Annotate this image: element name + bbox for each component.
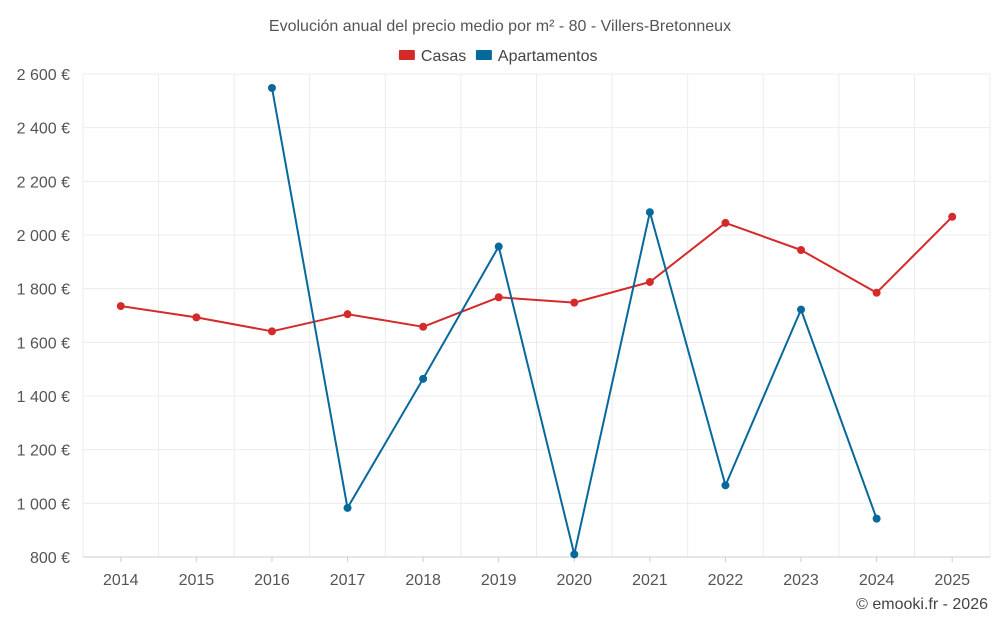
data-point-casas (192, 313, 201, 322)
data-point-apartamentos (797, 305, 806, 314)
y-tick-label: 2 200 € (17, 174, 70, 191)
x-tick-label: 2021 (632, 572, 668, 589)
data-point-apartamentos (721, 481, 730, 490)
series-line-casas (120, 216, 953, 333)
x-tick-label: 2016 (254, 572, 290, 589)
legend-label-casas: Casas (421, 48, 466, 65)
x-tick-label: 2019 (481, 572, 517, 589)
x-tick-label: 2014 (103, 572, 139, 589)
data-point-casas (721, 218, 730, 227)
x-tick-label: 2025 (934, 572, 970, 589)
data-point-casas (948, 212, 957, 221)
y-tick-label: 800 € (30, 550, 70, 567)
y-axis: 800 € 1 000 € 1 200 € 1 400 € 1 600 € 1 800 €… (17, 67, 70, 567)
data-point-apartamentos (872, 514, 881, 523)
data-point-casas (494, 293, 503, 302)
legend-swatch-apartamentos (475, 50, 492, 60)
y-tick-label: 1 200 € (17, 443, 70, 460)
y-tick-label: 1 800 € (17, 282, 70, 299)
data-point-casas (797, 246, 806, 255)
y-tick-label: 1 000 € (17, 496, 70, 513)
data-point-apartamentos (645, 208, 654, 217)
series-line-apartamentos (271, 87, 878, 556)
x-tick-label: 2017 (330, 572, 366, 589)
x-tick-label: 2018 (405, 572, 441, 589)
data-point-apartamentos (570, 550, 579, 559)
data-point-casas (570, 298, 579, 307)
data-point-casas (116, 302, 125, 311)
data-point-casas (872, 288, 881, 297)
legend: Casas Apartamentos (398, 48, 598, 65)
data-point-casas (343, 310, 352, 319)
y-tick-label: 2 600 € (17, 67, 70, 84)
x-tick-label: 2020 (556, 572, 592, 589)
x-tick-label: 2022 (708, 572, 744, 589)
series-layer (116, 83, 957, 559)
data-point-casas (645, 277, 654, 286)
y-tick-label: 2 000 € (17, 228, 70, 245)
legend-label-apartamentos: Apartamentos (498, 48, 598, 65)
x-axis: 2014 2015 2016 2017 2018 2019 2020 2021 2022 2023… (83, 556, 990, 589)
x-tick-label: 2024 (859, 572, 895, 589)
chart-title: Evolución anual del precio medio por m² … (269, 18, 731, 35)
data-point-casas (267, 327, 276, 336)
data-point-apartamentos (419, 374, 428, 383)
y-tick-label: 1 600 € (17, 335, 70, 352)
data-point-apartamentos (267, 83, 276, 92)
data-point-casas (419, 322, 428, 331)
grid (82, 73, 991, 558)
credit-text: © emooki.fr - 2026 (856, 596, 988, 613)
x-tick-label: 2015 (179, 572, 215, 589)
data-point-apartamentos (343, 503, 352, 512)
y-tick-label: 1 400 € (17, 389, 70, 406)
y-tick-label: 2 400 € (17, 121, 70, 138)
legend-swatch-casas (398, 50, 415, 60)
x-tick-label: 2023 (783, 572, 819, 589)
data-point-apartamentos (494, 242, 503, 251)
